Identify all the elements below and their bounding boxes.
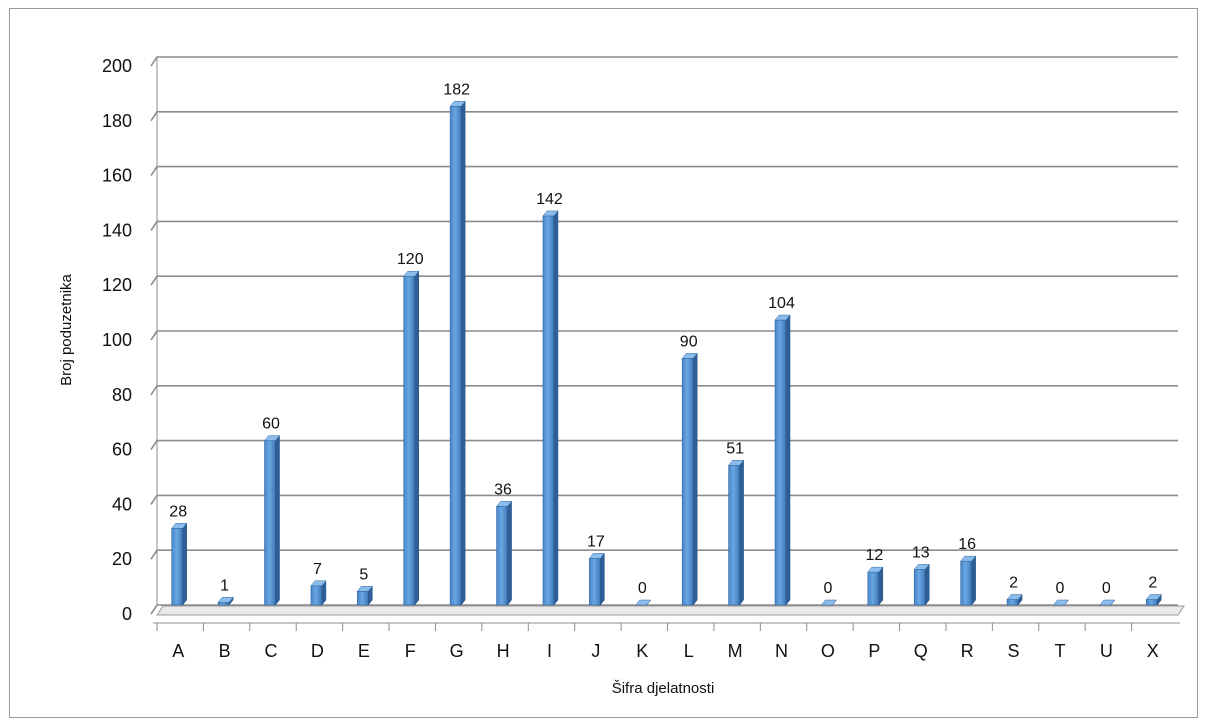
bar-L xyxy=(681,352,698,606)
bar-D xyxy=(310,580,327,606)
x-tick-label: P xyxy=(868,641,880,661)
x-tick-label: C xyxy=(265,641,278,661)
x-tick-label: A xyxy=(172,641,184,661)
data-label-S: 2 xyxy=(1009,575,1018,592)
bar-T xyxy=(1052,599,1069,606)
y-tick-label: 160 xyxy=(102,166,132,186)
data-label-X: 2 xyxy=(1148,575,1157,592)
data-label-M: 51 xyxy=(726,440,744,457)
y-tick-label: 200 xyxy=(102,56,132,76)
y-tick-label: 0 xyxy=(122,604,132,624)
y-axis-ticks: 0 20 40 60 80 100 120 140 160 180 200 xyxy=(102,56,132,624)
x-tick-label: X xyxy=(1147,641,1159,661)
data-label-F: 120 xyxy=(397,251,424,268)
data-label-C: 60 xyxy=(262,416,280,433)
gridline xyxy=(150,111,1178,122)
y-tick-label: 120 xyxy=(102,275,132,295)
bar-I xyxy=(542,210,559,606)
x-tick-label: M xyxy=(728,641,743,661)
gridline xyxy=(150,330,1178,341)
gridline xyxy=(150,439,1178,451)
data-label-E: 5 xyxy=(359,566,368,583)
y-tick-label: 100 xyxy=(102,330,132,350)
bar-J xyxy=(588,552,605,606)
x-axis-title: Šifra djelatnosti xyxy=(612,680,715,697)
bar-B xyxy=(217,596,234,606)
data-labels: 28 1 60 7 5 120 182 36 142 17 0 90 51 104 0 12 13 16 2 0 0 2 xyxy=(169,81,1157,597)
x-tick-label: U xyxy=(1100,641,1113,661)
data-label-D: 7 xyxy=(313,561,322,578)
bar-G xyxy=(449,100,466,606)
chart-floor xyxy=(156,605,1185,616)
x-tick-label: F xyxy=(405,641,416,661)
bar-X xyxy=(1145,593,1162,606)
bar-R xyxy=(960,555,977,606)
x-tick-label: Q xyxy=(914,641,928,661)
y-axis-title: Broj poduzetnika xyxy=(58,273,75,385)
data-label-N: 104 xyxy=(768,295,795,312)
bar-E xyxy=(356,585,373,606)
x-tick-label: K xyxy=(636,641,648,661)
gridlines xyxy=(150,56,1178,615)
x-tick-label: D xyxy=(311,641,324,661)
data-label-J: 17 xyxy=(587,533,605,550)
bar-K xyxy=(635,599,652,606)
x-tick-label: I xyxy=(547,641,552,661)
data-label-G: 182 xyxy=(443,81,470,98)
y-tick-label: 40 xyxy=(112,494,132,514)
gridline xyxy=(150,494,1178,505)
data-label-P: 12 xyxy=(865,547,883,564)
bar-U xyxy=(1099,599,1116,606)
data-label-K: 0 xyxy=(638,580,647,597)
y-tick-label: 140 xyxy=(102,220,132,240)
data-label-R: 16 xyxy=(958,536,976,553)
bar-P xyxy=(867,566,884,606)
x-tick-label: H xyxy=(497,641,510,661)
gridline xyxy=(150,384,1178,396)
data-label-I: 142 xyxy=(536,191,563,208)
chart-walls xyxy=(156,57,1185,616)
y-tick-label: 180 xyxy=(102,111,132,131)
bar-A xyxy=(171,522,188,606)
gridline xyxy=(150,56,1178,67)
bars xyxy=(171,100,1162,606)
x-tick-label: B xyxy=(219,641,231,661)
data-label-B: 1 xyxy=(220,577,229,594)
gridline xyxy=(150,165,1178,177)
y-tick-label: 80 xyxy=(112,385,132,405)
x-tick-label: R xyxy=(961,641,974,661)
bar-Q xyxy=(913,563,930,606)
gridline xyxy=(150,275,1178,286)
gridline xyxy=(150,604,1178,615)
data-label-O: 0 xyxy=(823,580,832,597)
gridline xyxy=(150,220,1178,231)
bar-F xyxy=(403,270,420,606)
bar-H xyxy=(496,500,513,606)
x-tick-label: G xyxy=(450,641,464,661)
data-label-Q: 13 xyxy=(912,544,930,561)
x-tick-label: J xyxy=(591,641,600,661)
bar-M xyxy=(728,459,745,606)
x-tick-label: O xyxy=(821,641,835,661)
gridline xyxy=(150,549,1178,560)
x-tick-label: T xyxy=(1054,641,1065,661)
y-tick-label: 60 xyxy=(112,440,132,460)
x-tick-label: S xyxy=(1008,641,1020,661)
bar-O xyxy=(820,599,837,606)
x-tick-label: N xyxy=(775,641,788,661)
data-label-T: 0 xyxy=(1056,580,1065,597)
bar-S xyxy=(1006,593,1023,606)
data-label-U: 0 xyxy=(1102,580,1111,597)
x-tick-label: E xyxy=(358,641,370,661)
bar-C xyxy=(264,434,281,606)
data-label-L: 90 xyxy=(680,333,698,350)
data-label-A: 28 xyxy=(169,503,187,520)
y-tick-label: 20 xyxy=(112,549,132,569)
bar-N xyxy=(774,314,791,606)
x-tick-label: L xyxy=(684,641,694,661)
data-label-H: 36 xyxy=(494,481,512,498)
